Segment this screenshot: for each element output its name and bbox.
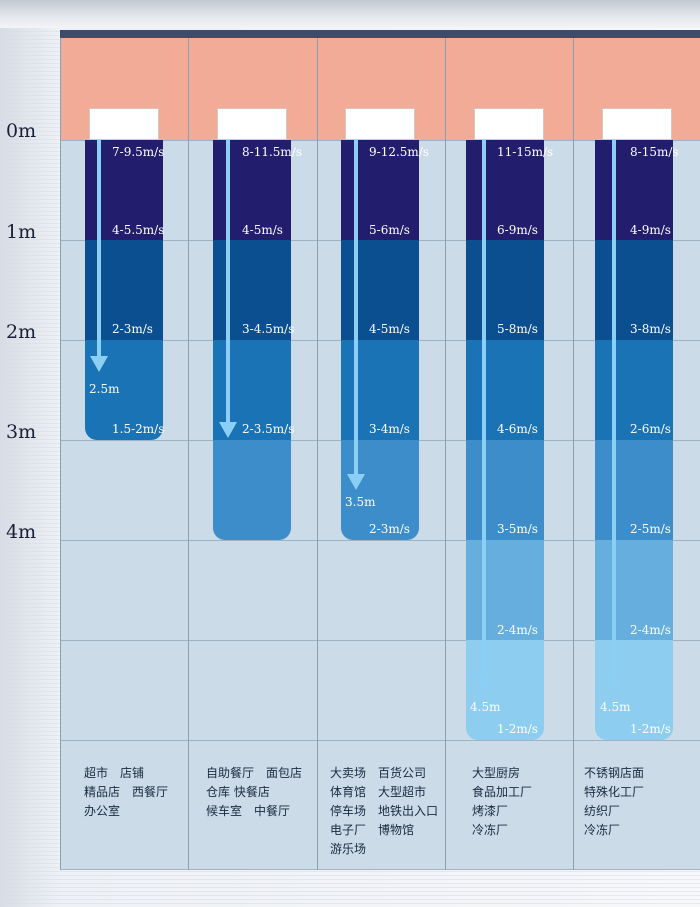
grid-line-5m — [60, 640, 700, 641]
grid-col-line — [445, 38, 446, 870]
arrow-down-icon — [605, 676, 623, 692]
air-curtain-unit — [89, 108, 159, 140]
velocity-zone — [213, 440, 291, 540]
velocity-zone — [466, 440, 544, 540]
speed-label: 7-9.5m/s — [112, 145, 165, 159]
air-curtain-unit — [602, 108, 672, 140]
application-line: 特殊化工厂 — [584, 785, 645, 799]
speed-label: 2-4m/s — [630, 623, 671, 637]
throw-depth-label: 4.5m — [470, 700, 501, 714]
speed-label: 1.5-2m/s — [112, 422, 165, 436]
applications-column-1: 超市 店铺 精品店 西餐厅 办公室 — [84, 764, 168, 821]
application-line: 候车室 中餐厅 — [206, 804, 291, 818]
airflow-column-2 — [213, 140, 291, 540]
depth-label-3: 3m — [6, 421, 37, 443]
grid-col-line — [188, 38, 189, 870]
depth-label-2: 2m — [6, 321, 37, 343]
arrow-down-icon — [90, 356, 108, 372]
throw-arrow-shaft — [354, 140, 358, 476]
top-band — [0, 0, 700, 28]
grid-line-end — [60, 869, 700, 870]
depth-label-4: 4m — [6, 521, 37, 543]
application-line: 烤漆厂 — [472, 804, 509, 818]
speed-label: 5-6m/s — [369, 223, 410, 237]
throw-arrow-shaft — [612, 140, 616, 678]
application-line: 冷冻厂 — [472, 823, 509, 837]
depth-label-0: 0m — [6, 120, 37, 142]
application-line: 办公室 — [84, 804, 121, 818]
velocity-zone — [466, 340, 544, 440]
application-line: 停车场 地铁出入口 — [330, 804, 439, 818]
grid-col-line — [60, 38, 61, 870]
applications-column-5: 不锈钢店面 特殊化工厂 纺织厂 冷冻厂 — [584, 764, 644, 840]
speed-label: 5-8m/s — [497, 322, 538, 336]
speed-label: 8-15m/s — [630, 145, 679, 159]
speed-label: 9-12.5m/s — [369, 145, 429, 159]
speed-label: 4-9m/s — [630, 223, 671, 237]
speed-label: 8-11.5m/s — [242, 145, 302, 159]
speed-label: 3-5m/s — [497, 522, 538, 536]
arrow-down-icon — [219, 422, 237, 438]
speed-label: 3-4.5m/s — [242, 322, 295, 336]
applications-column-3: 大卖场 百货公司 体育馆 大型超市 停车场 地铁出入口 电子厂 博物馆 游乐场 — [330, 764, 438, 859]
grid-col-line — [573, 38, 574, 870]
application-line: 纺织厂 — [584, 804, 621, 818]
velocity-zone — [466, 240, 544, 340]
air-curtain-unit — [474, 108, 544, 140]
ceiling-line — [60, 30, 700, 38]
throw-depth-label: 2.5m — [89, 382, 120, 396]
application-line: 电子厂 博物馆 — [330, 823, 415, 837]
air-curtain-unit — [345, 108, 415, 140]
speed-label: 4-5m/s — [242, 223, 283, 237]
application-line: 食品加工厂 — [472, 785, 533, 799]
application-line: 大卖场 百货公司 — [330, 766, 427, 780]
air-curtain-unit — [217, 108, 287, 140]
speed-label: 2-4m/s — [497, 623, 538, 637]
application-line: 自助餐厅 面包店 — [206, 766, 303, 780]
throw-depth-label: 4.5m — [600, 700, 631, 714]
application-line: 仓库 快餐店 — [206, 785, 270, 799]
speed-label: 2-5m/s — [630, 522, 671, 536]
speed-label: 6-9m/s — [497, 223, 538, 237]
speed-label: 2-3.5m/s — [242, 422, 295, 436]
velocity-zone — [595, 340, 673, 440]
speed-label: 1-2m/s — [630, 722, 671, 736]
application-line: 精品店 西餐厅 — [84, 785, 169, 799]
speed-label: 2-3m/s — [369, 522, 410, 536]
grid-col-line — [317, 38, 318, 870]
speed-label: 2-3m/s — [112, 322, 153, 336]
speed-label: 2-6m/s — [630, 422, 671, 436]
application-line: 冷冻厂 — [584, 823, 621, 837]
speed-label: 1-2m/s — [497, 722, 538, 736]
velocity-zone — [595, 240, 673, 340]
arrow-down-icon — [475, 676, 493, 692]
application-line: 超市 店铺 — [84, 766, 145, 780]
throw-arrow-shaft — [97, 140, 101, 358]
throw-arrow-shaft — [482, 140, 486, 678]
velocity-zone — [466, 540, 544, 640]
speed-label: 4-5m/s — [369, 322, 410, 336]
velocity-zone — [595, 440, 673, 540]
application-line: 大型厨房 — [472, 766, 521, 780]
speed-label: 4-6m/s — [497, 422, 538, 436]
airflow-column-4 — [466, 140, 544, 740]
applications-column-4: 大型厨房 食品加工厂 烤漆厂 冷冻厂 — [472, 764, 532, 840]
speed-label: 4-5.5m/s — [112, 223, 165, 237]
speed-label: 11-15m/s — [497, 145, 554, 159]
applications-column-2: 自助餐厅 面包店 仓库 快餐店 候车室 中餐厅 — [206, 764, 302, 821]
speed-label: 3-4m/s — [369, 422, 410, 436]
application-line: 游乐场 — [330, 842, 367, 856]
application-line: 体育馆 大型超市 — [330, 785, 427, 799]
velocity-zone — [595, 540, 673, 640]
application-line: 不锈钢店面 — [584, 766, 645, 780]
velocity-zone — [595, 140, 673, 240]
arrow-down-icon — [347, 474, 365, 490]
throw-depth-label: 3.5m — [345, 495, 376, 509]
velocity-zone — [466, 140, 544, 240]
depth-label-1: 1m — [6, 221, 37, 243]
throw-arrow-shaft — [226, 140, 230, 424]
grid-line-bottom — [60, 740, 700, 741]
speed-label: 3-8m/s — [630, 322, 671, 336]
grid-line-4m — [60, 540, 700, 541]
